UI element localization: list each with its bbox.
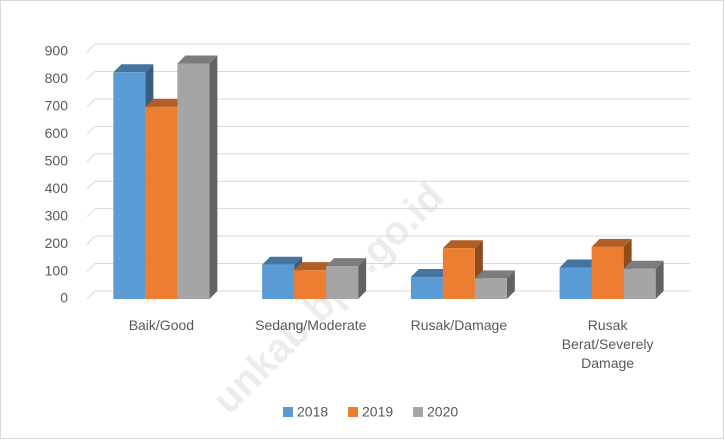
bar-side bbox=[209, 55, 218, 299]
y-tick-label: 800 bbox=[45, 70, 69, 86]
grid-line-side bbox=[86, 180, 96, 190]
legend-swatch bbox=[348, 407, 358, 417]
bar-top bbox=[410, 269, 451, 278]
grid-line-side bbox=[86, 98, 96, 108]
bar-top bbox=[145, 98, 186, 107]
grid-line-side bbox=[86, 208, 96, 218]
bar-side bbox=[506, 270, 515, 299]
bar bbox=[326, 266, 359, 299]
bar-top bbox=[474, 270, 515, 279]
bar bbox=[145, 106, 178, 299]
grid-line-side bbox=[86, 125, 96, 135]
x-tick-label: Sedang/Moderate bbox=[255, 317, 367, 333]
y-tick-label: 600 bbox=[45, 125, 69, 141]
bar-top bbox=[559, 259, 600, 268]
bar bbox=[177, 63, 210, 299]
x-tick-label: Baik/Good bbox=[128, 317, 195, 333]
bar-top bbox=[326, 258, 367, 267]
grid-line-side bbox=[86, 153, 96, 163]
bar-top bbox=[113, 64, 154, 73]
bar-top bbox=[294, 262, 335, 271]
bar-side bbox=[655, 260, 664, 299]
bar-top bbox=[177, 55, 218, 64]
grid-line-side bbox=[86, 290, 96, 300]
grid-line-side bbox=[86, 235, 96, 245]
bar-top bbox=[262, 256, 303, 265]
bar bbox=[623, 268, 656, 299]
legend-swatch bbox=[283, 407, 293, 417]
legend-label: 2018 bbox=[297, 404, 328, 420]
legend-label: 2019 bbox=[362, 404, 393, 420]
bar bbox=[591, 246, 624, 299]
bar bbox=[559, 267, 592, 299]
y-tick-label: 900 bbox=[45, 43, 69, 59]
grid-line-side bbox=[86, 263, 96, 272]
bar bbox=[113, 72, 146, 299]
bar-top bbox=[591, 238, 632, 247]
y-tick-label: 500 bbox=[45, 152, 69, 168]
y-tick-label: 100 bbox=[45, 262, 69, 278]
grid-line-side bbox=[86, 43, 96, 53]
y-tick-label: 700 bbox=[45, 98, 69, 114]
legend-swatch bbox=[413, 407, 423, 417]
bar bbox=[294, 270, 327, 299]
y-tick-label: 200 bbox=[45, 235, 69, 251]
x-tick-label: Rusak/Damage bbox=[410, 317, 508, 333]
legend-label: 2020 bbox=[427, 404, 458, 420]
bar bbox=[410, 277, 443, 299]
y-tick-label: 0 bbox=[60, 290, 68, 306]
y-tick-label: 400 bbox=[45, 180, 69, 196]
bar bbox=[262, 264, 295, 299]
grid-line-side bbox=[86, 71, 96, 80]
bar-top bbox=[623, 260, 664, 269]
bar bbox=[474, 278, 507, 299]
bar-side bbox=[358, 258, 367, 299]
bar bbox=[442, 248, 475, 299]
bar-top bbox=[442, 240, 483, 249]
x-tick-label: Rusak Berat/Severely Damage bbox=[561, 317, 654, 371]
y-tick-label: 300 bbox=[45, 207, 69, 223]
